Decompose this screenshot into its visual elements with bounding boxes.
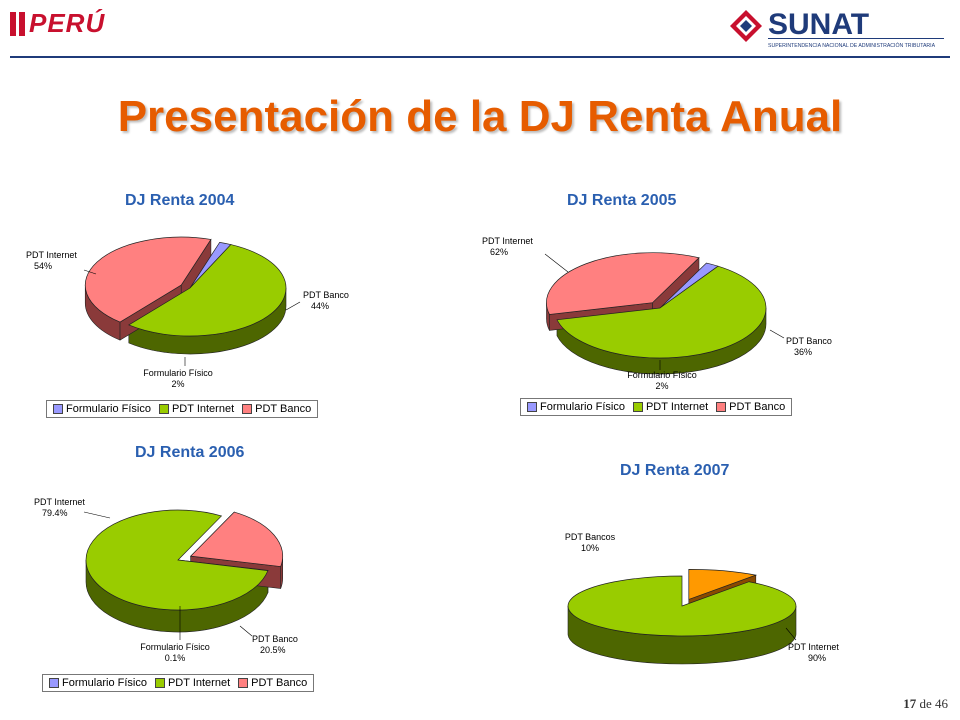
pie-slice-pdt-banco [546,252,700,315]
pie-label-value-pdt-internet: 54% [34,261,52,271]
sunat-logo: SUNAT SUPERINTENDENCIA NACIONAL DE ADMIN… [730,8,944,49]
pie-slice-pdt-internet [556,265,767,359]
pie-label-name-formulario-fisico: Formulario Físico [143,368,213,378]
pie-label-value-pdt-bancos: 10% [581,543,599,553]
legend-label-formulario-fisico: Formulario Físico [66,403,151,415]
sunat-logo-text: SUNAT [768,8,869,41]
chart-title-2005: DJ Renta 2005 [567,192,677,209]
pie-label-name-pdt-banco: PDT Banco [252,634,298,644]
legend-label-pdt-banco: PDT Banco [251,677,308,689]
legend-swatch-formulario-fisico [53,404,63,414]
pie-label-name-pdt-internet: PDT Internet [34,497,85,507]
legend-label-pdt-internet: PDT Internet [171,403,235,415]
legend-2006: Formulario Físico PDT Internet PDT Banco [42,674,315,692]
legend-label-pdt-internet: PDT Internet [167,677,231,689]
legend-item-pdt-internet: PDT Internet [154,677,231,689]
pie-label-value-formulario-fisico: 0.1% [165,653,186,663]
pie-label-value-pdt-internet: 79.4% [42,508,68,518]
legend-item-formulario-fisico: Formulario Físico [53,403,151,415]
legend-swatch-pdt-banco [238,678,249,688]
pie-label-name-pdt-internet: PDT Internet [788,642,839,652]
legend-label-pdt-banco: PDT Banco [729,401,786,413]
pie-label-value-formulario-fisico: 2% [171,379,184,389]
legend-item-pdt-internet: PDT Internet [632,401,709,413]
pie-label-value-pdt-banco: 20.5% [260,645,286,655]
peru-logo-bars [10,11,25,36]
pie-slice-pdt-internet [567,575,797,637]
pie-label-value-pdt-banco: 44% [311,301,329,311]
pie-slice-pdt-internet [128,244,287,337]
legend-2005: Formulario Físico PDT Internet PDT Banco [520,398,793,416]
legend-swatch-pdt-internet [154,678,165,688]
legend-item-pdt-banco: PDT Banco [242,403,311,415]
legend-item-formulario-fisico: Formulario Físico [527,401,625,413]
sunat-emblem-icon [730,10,762,42]
legend-label-pdt-banco: PDT Banco [255,403,312,415]
peru-logo-text: PERÚ [29,8,106,38]
pie-leader-pdt-banco [769,329,785,339]
legend-item-pdt-banco: PDT Banco [238,677,307,689]
pie-leader-pdt-internet [83,269,97,275]
pie-label-name-formulario-fisico: Formulario Físico [140,642,210,652]
legend-swatch-pdt-banco [242,404,253,414]
pie-leader-pdt-internet [83,511,111,519]
legend-swatch-pdt-internet [632,402,643,412]
legend-swatch-pdt-internet [158,404,169,414]
pie-label-name-pdt-banco: PDT Banco [786,336,832,346]
pie-slice-pdt-banco [84,236,212,323]
pie-label-name-pdt-bancos: PDT Bancos [565,532,616,542]
page-number-current: 17 [903,696,917,711]
pie-slice-pdt-internet [85,509,269,611]
pie-leader-pdt-banco [239,625,253,637]
chart-title-2006: DJ Renta 2006 [135,444,245,461]
legend-item-formulario-fisico: Formulario Físico [49,677,147,689]
pie-label-value-formulario-fisico: 2% [655,381,668,391]
sunat-logo-subtitle: SUPERINTENDENCIA NACIONAL DE ADMINISTRAC… [768,42,936,49]
page-title: Presentación de la DJ Renta Anual [117,92,843,141]
pie-label-name-pdt-internet: PDT Internet [26,250,77,260]
header-divider [10,56,950,58]
pie-leader-pdt-internet [785,627,797,641]
legend-label-pdt-internet: PDT Internet [645,401,709,413]
pie-label-value-pdt-internet: 90% [808,653,826,663]
page-number-total: 46 [935,696,948,711]
pie-slice-pdt-banco [189,511,283,567]
legend-item-pdt-internet: PDT Internet [158,403,235,415]
pie-label-value-pdt-banco: 36% [794,347,812,357]
legend-item-pdt-banco: PDT Banco [716,401,785,413]
pie-label-value-pdt-internet: 62% [490,247,508,257]
chart-title-2007: DJ Renta 2007 [620,462,730,479]
page-number: 17 de 46 [903,696,948,712]
chart-title-2004: DJ Renta 2004 [125,192,235,209]
pie-leader-pdt-banco [285,301,301,311]
legend-swatch-pdt-banco [716,402,727,412]
legend-label-formulario-fisico: Formulario Físico [540,401,625,413]
pie-label-name-pdt-internet: PDT Internet [482,236,533,246]
pie-leader-pdt-internet [544,253,569,273]
pie-slice-pdt-bancos [688,569,758,600]
pie-label-name-formulario-fisico: Formulario Físico [627,370,697,380]
pie-label-name-pdt-banco: PDT Banco [303,290,349,300]
peru-logo: PERÚ [10,8,105,39]
legend-2004: Formulario Físico PDT Internet PDT Banco [46,400,319,418]
page-number-separator: de [919,696,932,711]
legend-label-formulario-fisico: Formulario Físico [62,677,147,689]
legend-swatch-formulario-fisico [49,678,59,688]
legend-swatch-formulario-fisico [527,402,537,412]
